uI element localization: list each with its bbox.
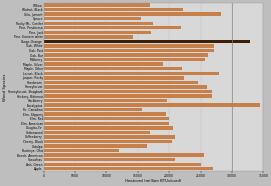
Bar [44, 35, 133, 39]
X-axis label: Heatcord (million BTUs/cord): Heatcord (million BTUs/cord) [125, 179, 182, 183]
Bar [44, 108, 141, 111]
Y-axis label: Wood Species: Wood Species [3, 73, 7, 101]
Bar [44, 103, 260, 107]
Bar [44, 153, 204, 157]
Bar [44, 149, 119, 152]
Bar [44, 53, 208, 57]
Bar [44, 31, 151, 34]
Bar [44, 22, 153, 25]
Bar [44, 131, 150, 134]
Bar [44, 72, 219, 75]
Bar [44, 94, 212, 98]
Bar [44, 3, 150, 7]
Bar [44, 26, 181, 30]
Bar [44, 58, 205, 61]
Bar [44, 90, 212, 93]
Bar [44, 117, 169, 121]
Bar [44, 122, 169, 125]
Bar [44, 49, 214, 52]
Bar [44, 113, 166, 116]
Bar [44, 85, 207, 89]
Bar [44, 99, 167, 102]
Bar [44, 44, 214, 48]
Bar [44, 167, 213, 171]
Bar [44, 144, 147, 148]
Bar [44, 62, 163, 66]
Bar [44, 126, 173, 130]
Bar [44, 158, 175, 161]
Bar [44, 76, 183, 80]
Bar [44, 140, 172, 143]
Bar [44, 67, 182, 70]
Bar [44, 163, 201, 166]
Bar [44, 135, 175, 139]
Bar [44, 17, 141, 20]
Bar [44, 81, 198, 84]
Bar [44, 12, 221, 16]
Bar [44, 8, 183, 11]
Bar [44, 40, 250, 43]
